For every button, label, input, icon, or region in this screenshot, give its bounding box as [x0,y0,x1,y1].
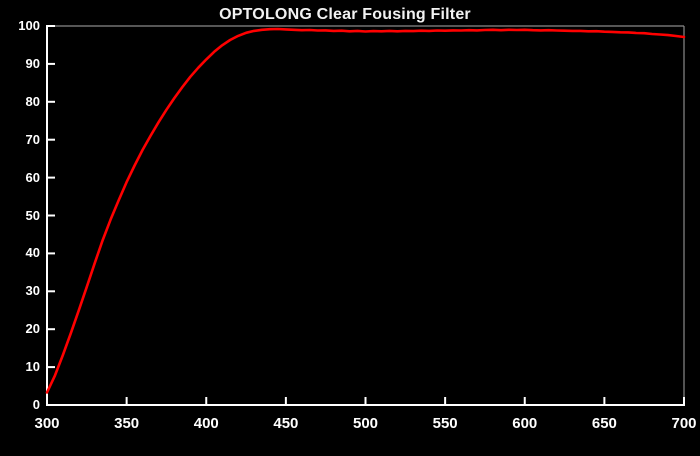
x-tick-label: 400 [193,415,219,432]
chart-title: OPTOLONG Clear Fousing Filter [219,6,471,23]
transmission-curve [45,27,686,394]
x-tick-label: 350 [114,415,140,432]
y-tick-label: 80 [25,93,40,109]
x-tick-label: 650 [591,415,617,432]
y-tick-label: 60 [25,169,40,185]
x-tick-label: 600 [512,415,538,432]
y-tick-label: 70 [25,131,40,147]
y-tick-label: 50 [25,207,40,223]
x-tick-label: 300 [34,415,60,432]
x-tick-label: 700 [671,415,697,432]
y-tick-label: 20 [25,321,40,337]
y-tick-label: 30 [25,283,40,299]
y-tick-label: 0 [32,397,40,412]
x-tick-label: 450 [273,415,299,432]
y-tick-label: 40 [25,245,40,261]
x-tick-label: 550 [432,415,458,432]
y-tick-label: 100 [18,18,40,33]
y-tick-label: 90 [25,55,40,71]
y-tick-label: 10 [25,359,40,375]
x-tick-label: 500 [352,415,379,432]
